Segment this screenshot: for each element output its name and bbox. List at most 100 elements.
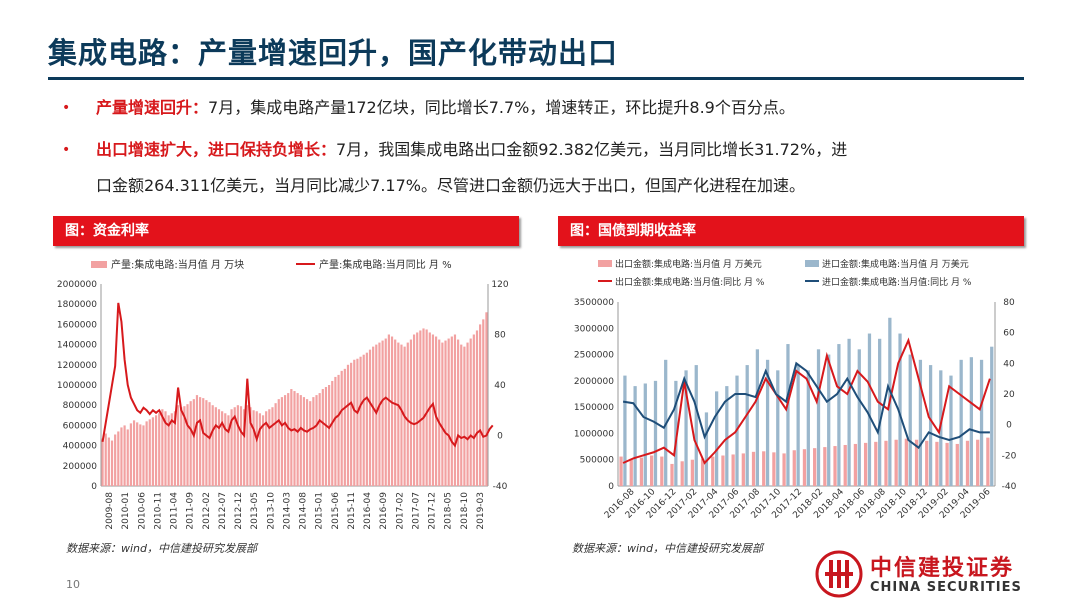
bar-production-value <box>482 319 485 486</box>
bar-export-value <box>802 449 807 486</box>
bar-production-value <box>466 342 469 486</box>
chart2-header: 图：国债到期收益率 <box>558 216 1024 246</box>
bar-production-value <box>173 411 177 486</box>
x-tick-label: 2014-03 <box>282 492 292 530</box>
bar-export-value <box>711 456 715 486</box>
bar-production-value <box>277 399 280 486</box>
bullet-lead: 出口增速扩大，进口保持负增长： <box>96 140 337 159</box>
bar-production-value <box>346 364 350 486</box>
bar-production-value <box>387 334 390 486</box>
y-tick-label-right: 40 <box>1003 359 1015 369</box>
bar-production-value <box>375 344 378 486</box>
bar-production-value <box>441 342 444 486</box>
x-tick-label: 2013-10 <box>266 492 276 530</box>
bar-export-value <box>762 451 766 486</box>
bar-production-value <box>422 328 425 486</box>
bar-production-value <box>444 340 447 486</box>
bar-production-value <box>246 405 249 486</box>
bar-production-value <box>390 336 394 486</box>
bar-export-value <box>986 437 990 486</box>
logo-text-en: CHINA SECURITIES <box>870 580 1022 595</box>
bar-export-value <box>700 458 705 486</box>
bar-production-value <box>434 336 438 486</box>
y-tick-label-left: 1800000 <box>57 300 97 310</box>
legend-swatch-import-value <box>805 260 819 267</box>
bar-production-value <box>334 376 337 486</box>
legend-label: 进口金额:集成电路:当月值:同比 月 % <box>822 276 972 288</box>
bar-import-value <box>908 354 912 486</box>
bar-production-value <box>261 415 265 486</box>
x-tick-label: 2018-10 <box>460 492 470 530</box>
bar-production-value <box>132 420 136 486</box>
bar-production-value <box>368 349 372 486</box>
bar-production-value <box>431 334 435 486</box>
bar-production-value <box>142 425 145 486</box>
y-tick-label-left: 1200000 <box>57 361 97 371</box>
bar-production-value <box>293 391 296 486</box>
bar-export-value <box>874 441 878 486</box>
bar-production-value <box>412 334 416 486</box>
legend-label: 出口金额:集成电路:当月值:同比 月 % <box>615 276 765 288</box>
y-tick-label-left: 0 <box>608 482 614 492</box>
bar-import-value <box>816 349 821 486</box>
bullet-text: 7月，我国集成电路出口金额92.382亿美元，当月同比增长31.72%，进 <box>336 140 848 159</box>
bar-production-value <box>318 393 321 486</box>
y-tick-label-left: 2000000 <box>574 377 614 387</box>
bar-export-value <box>955 443 959 486</box>
bar-production-value <box>183 406 186 486</box>
bar-import-value <box>623 375 627 486</box>
bar-import-value <box>847 338 851 486</box>
x-tick-label: 2010-06 <box>137 492 147 530</box>
bar-production-value <box>192 399 195 486</box>
bar-production-value <box>372 346 375 486</box>
bar-import-value <box>684 370 688 486</box>
bar-import-value <box>878 338 882 486</box>
bar-production-value <box>299 395 302 486</box>
y-tick-label-right: 0 <box>1006 421 1012 431</box>
chart1-header: 图：资金利率 <box>53 216 519 246</box>
bar-production-value <box>438 339 441 486</box>
bar-production-value <box>208 402 211 486</box>
bar-production-value <box>419 330 422 486</box>
legend-label: 出口金额:集成电路:当月值 月 万美元 <box>615 258 762 270</box>
bar-production-value <box>252 410 255 486</box>
bar-production-value <box>356 358 359 486</box>
legend-label: 进口金额:集成电路:当月值 月 万美元 <box>822 258 969 270</box>
logo-text-cn: 中信建投证券 <box>870 556 1015 581</box>
x-tick-label: 2017-07 <box>411 492 421 530</box>
bar-production-value <box>110 440 114 486</box>
bar-export-value <box>965 440 970 486</box>
bar-export-value <box>884 440 888 486</box>
bar-production-value <box>463 346 466 486</box>
bullet-lead: 产量增速回升： <box>96 98 209 117</box>
bullet-marker: • <box>62 100 71 116</box>
bar-production-value <box>107 437 110 486</box>
bar-production-value <box>271 407 274 486</box>
bar-import-value <box>765 359 770 486</box>
bar-production-value <box>365 352 368 486</box>
bar-production-value <box>233 407 236 486</box>
bar-import-value <box>786 344 790 486</box>
y-tick-label-left: 3000000 <box>574 324 614 334</box>
bar-production-value <box>287 393 290 486</box>
bar-production-value <box>114 434 117 486</box>
bar-production-value <box>243 409 246 486</box>
bar-production-value <box>145 421 148 486</box>
y-tick-label-right: 80 <box>494 331 506 341</box>
bar-production-value <box>258 413 261 486</box>
page-number: 10 <box>66 578 80 591</box>
bar-production-value <box>321 389 324 486</box>
bar-import-value <box>674 380 678 486</box>
bar-export-value <box>833 446 837 486</box>
bar-production-value <box>340 370 343 486</box>
x-tick-label: 2011-04 <box>170 492 180 530</box>
bar-production-value <box>469 338 472 486</box>
x-tick-label: 2018-05 <box>444 492 454 530</box>
x-tick-label: 2017-12 <box>428 492 438 530</box>
bar-production-value <box>249 407 252 486</box>
bar-production-value <box>457 339 460 486</box>
bar-export-value <box>853 443 858 486</box>
bar-production-value <box>312 397 315 486</box>
y-tick-label-left: 400000 <box>63 442 98 452</box>
bar-production-value <box>290 389 293 486</box>
